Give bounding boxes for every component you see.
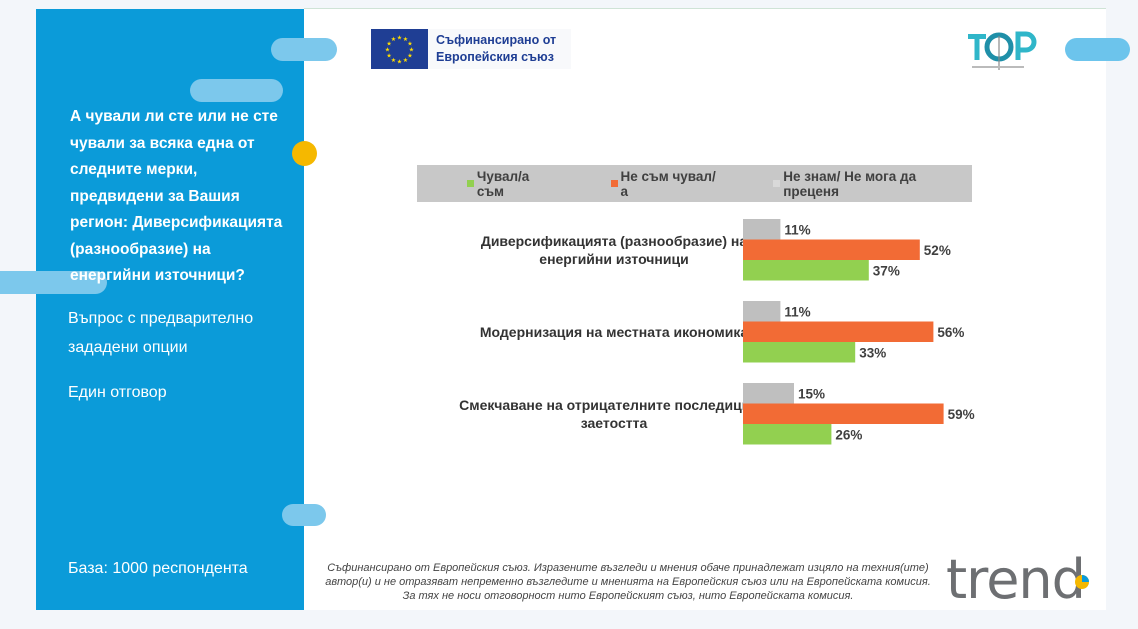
bar-value-label: 52% — [924, 243, 951, 258]
top-project-logo — [968, 31, 1037, 70]
bar-value-label: 11% — [784, 222, 810, 237]
bar — [743, 260, 869, 281]
category-label: заетостта — [581, 415, 648, 431]
accent-dot — [292, 141, 317, 166]
question-text: А чували ли сте или не сте чували за вся… — [70, 108, 283, 284]
bar — [743, 219, 781, 240]
question-type-line2: зададени опции — [68, 339, 188, 356]
bar — [743, 301, 781, 322]
eu-star: ★ — [386, 41, 391, 48]
eu-label-line1: Съфинансирано от — [436, 33, 557, 47]
top-divider — [304, 8, 1106, 9]
bar-value-label: 37% — [873, 263, 900, 278]
eu-star: ★ — [403, 36, 408, 43]
bar-chart: Диверсификацията (разнообразие) на енерги… — [459, 219, 975, 445]
bar — [743, 383, 794, 404]
eu-star: ★ — [397, 59, 402, 66]
eu-star: ★ — [397, 35, 402, 42]
answer-type: Един отговор — [68, 384, 167, 401]
category-label: Смекчаване на отрицателните последици за — [459, 397, 769, 413]
eu-star: ★ — [407, 53, 412, 60]
eu-star: ★ — [391, 36, 396, 43]
eu-cofunded-logo: ★ ★ ★ ★ ★ ★ ★ ★ ★ ★ ★ ★ Съфинансирано от Европейски… — [371, 29, 571, 69]
legend-label: Не съм чувал/а — [620, 168, 716, 199]
category-label: енергийни източници — [539, 251, 688, 267]
decor-pill — [282, 504, 326, 526]
bar-value-label: 26% — [835, 427, 862, 442]
eu-label-line2: Европейския съюз — [436, 50, 554, 64]
legend-label: Чувал/а съм — [476, 168, 530, 199]
bar-value-label: 56% — [937, 325, 964, 340]
legend-swatch-green — [467, 180, 474, 187]
bar-value-label: 33% — [859, 345, 886, 360]
bar — [743, 424, 832, 445]
eu-disclaimer: Съфинансирано от Европейския съюз. Израз… — [325, 562, 931, 602]
eu-star: ★ — [409, 47, 414, 54]
decor-pill — [1065, 38, 1130, 61]
legend-label: Не знам/ Не мога да преценя — [783, 168, 917, 199]
trend-logo-text: trend — [946, 551, 1085, 603]
eu-star: ★ — [391, 57, 396, 64]
bar — [743, 321, 934, 342]
bar-value-label: 11% — [784, 304, 810, 319]
question-type-line1: Въпрос с предварително — [68, 310, 254, 327]
decor-pill — [271, 38, 337, 61]
bar — [743, 342, 856, 363]
eu-star: ★ — [407, 41, 412, 48]
decor-pill — [0, 271, 107, 294]
bar — [743, 403, 944, 424]
legend-item-dont-know: Не знам/ Не мога да преценя — [773, 169, 972, 199]
sample-base: База: 1000 респондента — [68, 560, 248, 577]
legend-item-heard: Чувал/а съм — [467, 169, 559, 199]
decor-pill — [190, 79, 283, 102]
bar — [743, 239, 920, 260]
trend-logo: trend — [946, 551, 1089, 603]
eu-star: ★ — [403, 57, 408, 64]
bar-value-label: 15% — [798, 386, 825, 401]
chart-legend: Чувал/а съм Не съм чувал/а Не знам/ Не м… — [417, 165, 972, 202]
legend-swatch-gray — [773, 180, 781, 187]
sidebar-panel — [36, 9, 304, 610]
eu-star: ★ — [386, 53, 391, 60]
legend-item-not-heard: Не съм чувал/а — [610, 168, 722, 199]
category-label: Модернизация на местната икономика — [480, 324, 748, 340]
eu-flag-icon: ★ ★ ★ ★ ★ ★ ★ ★ ★ ★ ★ ★ — [371, 29, 428, 69]
legend-swatch-orange — [610, 180, 618, 187]
eu-star: ★ — [385, 47, 390, 54]
bar-value-label: 59% — [948, 407, 975, 422]
category-label: Диверсификацията (разнообразие) на — [481, 233, 748, 249]
